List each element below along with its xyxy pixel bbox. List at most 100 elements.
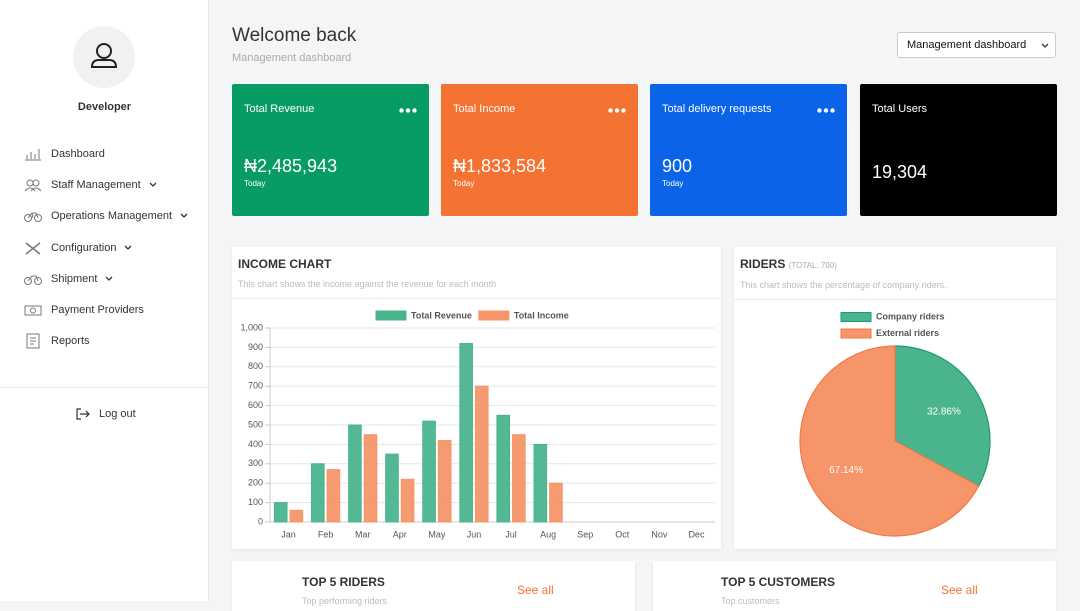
- card-value: 19,304: [872, 162, 928, 182]
- legend-label: Total Revenue: [411, 310, 472, 320]
- menu-label: Reports: [51, 335, 90, 347]
- panel-subtitle: Top performing riders: [302, 596, 388, 606]
- pie-slice: [799, 345, 980, 537]
- card-value: ₦1,833,584: [453, 156, 547, 176]
- panel-subtitle: This chart shows the income against the …: [238, 279, 497, 289]
- bar: [400, 478, 415, 523]
- y-tick-label: 800: [248, 361, 263, 371]
- menu-dots[interactable]: [399, 108, 417, 113]
- legend-swatch: [375, 310, 407, 321]
- income-panel: INCOME CHART This chart shows the income…: [232, 247, 721, 549]
- menu-dots[interactable]: [608, 108, 626, 113]
- bar: [512, 434, 526, 523]
- legend-swatch: [478, 310, 510, 321]
- panel-title: INCOME CHART: [238, 257, 332, 271]
- slice-label: 32.86%: [927, 406, 961, 417]
- y-tick-label: 100: [248, 497, 263, 507]
- dot: [830, 108, 835, 113]
- avatar-icon: [90, 43, 118, 68]
- bar: [273, 502, 288, 523]
- x-tick-label: Oct: [615, 529, 630, 539]
- dot: [817, 108, 822, 113]
- pie-slice: [894, 345, 991, 487]
- legend-label: External riders: [876, 328, 939, 338]
- icon: [26, 333, 40, 349]
- y-tick-label: 0: [258, 516, 263, 526]
- chevron: [106, 276, 113, 281]
- chevron: [124, 245, 132, 250]
- menu-item[interactable]: Configuration: [24, 240, 141, 256]
- y-tick-label: 1,000: [240, 322, 263, 332]
- dot: [399, 108, 404, 113]
- see-all[interactable]: See all: [941, 583, 978, 597]
- menu-item[interactable]: Dashboard: [24, 146, 105, 162]
- icon: [24, 275, 42, 285]
- logout[interactable]: Log out: [76, 406, 136, 422]
- menu-item[interactable]: Shipment: [24, 271, 122, 287]
- riders-chart: 32.86% 67.14% Company riders External rider…: [799, 311, 991, 537]
- chevron: [1041, 43, 1049, 48]
- y-tick-label: 200: [248, 478, 263, 488]
- y-tick-label: 500: [248, 419, 263, 429]
- bar: [474, 385, 489, 523]
- icon: [24, 212, 42, 222]
- stat-card: Total Users 19,304: [860, 84, 1057, 216]
- menu-item[interactable]: Payment Providers: [24, 302, 144, 318]
- x-tick-label: Mar: [355, 529, 371, 539]
- menu-label: Shipment: [51, 273, 98, 285]
- riders-list-panel: TOP 5 RIDERS See all Top performing ride…: [232, 561, 635, 611]
- bar: [348, 424, 362, 523]
- user-name: Developer: [77, 101, 132, 113]
- income-chart: 0 100 200 300 400 500 600 700 800 900 1,000 Jan Feb M…: [240, 310, 715, 539]
- card-label: Total delivery requests: [662, 103, 772, 115]
- panel-title: TOP 5 CUSTOMERS: [721, 575, 836, 589]
- icon: [76, 408, 90, 420]
- card-value: ₦2,485,943: [244, 156, 338, 176]
- panel-subtitle: This chart shows the percentage of compa…: [740, 280, 947, 290]
- card-label: Total Income: [453, 103, 516, 115]
- menu-item[interactable]: Staff Management: [24, 177, 166, 193]
- bar: [363, 434, 378, 523]
- y-tick-label: 700: [248, 381, 263, 391]
- dashboard-select[interactable]: Management dashboard: [897, 32, 1056, 58]
- dot: [614, 108, 620, 113]
- bar: [437, 440, 452, 523]
- card-note: Today: [453, 179, 475, 188]
- dot: [405, 108, 411, 113]
- menu-item[interactable]: Operations Management: [24, 208, 197, 224]
- x-tick-label: May: [428, 529, 446, 539]
- bar: [422, 420, 436, 523]
- sidebar: Developer Dashboard Staff Management Ope…: [0, 0, 209, 601]
- bar: [385, 453, 399, 523]
- card-label: Total Users: [872, 103, 928, 115]
- y-tick-label: 900: [248, 342, 263, 352]
- page-title: Welcome back: [232, 25, 357, 46]
- menu-label: Configuration: [51, 242, 117, 254]
- card-value: 900: [662, 156, 693, 176]
- x-tick-label: Aug: [540, 529, 556, 539]
- bar: [289, 509, 304, 523]
- panel-title: RIDERS (TOTAL: 700): [740, 257, 837, 271]
- dot: [621, 108, 626, 113]
- panel-subtitle: Top customers: [721, 596, 780, 606]
- dot: [608, 108, 613, 113]
- page-subtitle: Management dashboard: [232, 52, 352, 64]
- y-tick-label: 600: [248, 400, 263, 410]
- total: (TOTAL: 700): [788, 261, 837, 270]
- menu-item[interactable]: Reports: [24, 333, 90, 349]
- bar: [549, 482, 563, 523]
- stat-card: Total delivery requests 900 Today: [650, 84, 847, 216]
- stat-card: Total Income ₦1,833,584 Today: [441, 84, 638, 216]
- x-tick-label: Jun: [467, 529, 482, 539]
- bar: [459, 343, 473, 523]
- stat-card: Total Revenue ₦2,485,943 Today: [232, 84, 429, 216]
- bar: [326, 469, 341, 523]
- x-tick-label: Nov: [651, 529, 668, 539]
- menu-dots[interactable]: [817, 108, 835, 113]
- dot: [823, 108, 829, 113]
- see-all[interactable]: See all: [517, 583, 554, 597]
- x-tick-label: Dec: [688, 529, 705, 539]
- avatar: [73, 26, 135, 88]
- card-note: Today: [662, 179, 684, 188]
- card-label: Total Revenue: [244, 103, 315, 115]
